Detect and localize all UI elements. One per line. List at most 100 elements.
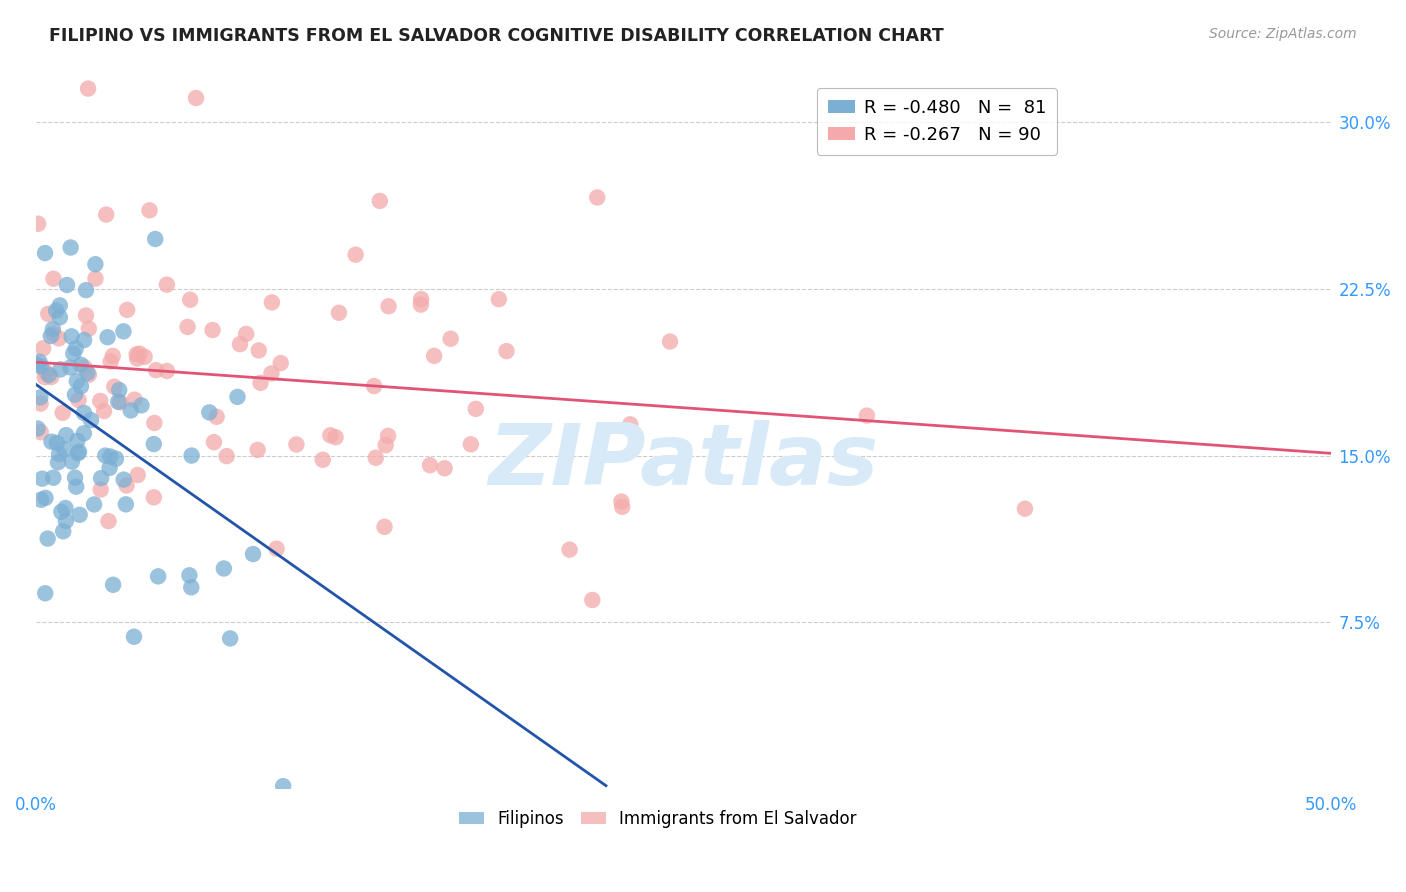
Point (145, 363, 167, 377)
Point (55, 514, 77, 528)
Point (328, 306, 350, 320)
Point (138, 203, 160, 218)
Point (411, 292, 433, 306)
Point (319, 428, 342, 442)
Point (98, 450, 121, 464)
Point (60, 454, 83, 468)
Point (66, 434, 89, 448)
Point (246, 442, 269, 457)
Point (101, 349, 124, 363)
Point (39, 370, 62, 384)
Point (108, 395, 131, 409)
Point (179, 568, 201, 582)
Point (67, 392, 90, 407)
Point (37, 532, 59, 546)
Point (179, 293, 201, 307)
Point (25, 357, 48, 371)
Point (42, 471, 65, 485)
Point (377, 429, 399, 443)
Point (55, 501, 77, 516)
Point (90, 471, 112, 485)
Point (219, 632, 242, 646)
Point (65, 342, 87, 356)
Point (610, 494, 633, 508)
Point (124, 392, 146, 407)
Point (215, 449, 238, 463)
Point (53, 442, 76, 456)
Point (409, 297, 432, 311)
Point (66, 446, 89, 460)
Point (28, 355, 51, 369)
Point (89, 394, 111, 409)
Point (51, 505, 73, 519)
Point (56, 277, 79, 292)
Point (84, 257, 107, 271)
Point (619, 417, 641, 432)
Point (60, 329, 83, 343)
Point (270, 356, 292, 370)
Point (325, 430, 347, 444)
Point (48, 447, 70, 461)
Point (464, 401, 486, 416)
Point (266, 541, 288, 556)
Point (41, 434, 63, 449)
Point (271, 779, 294, 793)
Point (73, 360, 96, 375)
Point (226, 390, 249, 404)
Point (115, 478, 138, 492)
Point (30, 492, 52, 507)
Point (495, 344, 517, 359)
Point (488, 292, 510, 306)
Point (184, 91, 207, 105)
Point (344, 248, 367, 262)
Point (242, 547, 264, 561)
Point (374, 438, 396, 452)
Point (98, 461, 121, 475)
Point (80, 413, 103, 427)
Point (581, 593, 603, 607)
Point (558, 542, 581, 557)
Point (103, 380, 125, 394)
Point (45, 435, 67, 450)
Point (108, 383, 131, 397)
Point (83, 498, 105, 512)
Point (49, 298, 72, 312)
Text: FILIPINO VS IMMIGRANTS FROM EL SALVADOR COGNITIVE DISABILITY CORRELATION CHART: FILIPINO VS IMMIGRANTS FROM EL SALVADOR … (49, 27, 943, 45)
Point (75, 283, 97, 297)
Point (52, 524, 75, 539)
Point (142, 437, 165, 451)
Point (373, 520, 395, 534)
Point (34, 370, 56, 384)
Point (42, 322, 65, 336)
Point (97, 514, 120, 528)
Point (285, 437, 308, 451)
Point (134, 350, 156, 364)
Point (96, 330, 118, 344)
Point (90, 483, 112, 497)
Point (39, 329, 62, 343)
Point (77, 368, 100, 382)
Point (94, 449, 117, 463)
Point (27, 217, 49, 231)
Point (73, 333, 96, 347)
Point (363, 379, 385, 393)
Point (377, 299, 399, 313)
Point (440, 332, 463, 346)
Point (125, 347, 148, 361)
Point (34, 586, 56, 600)
Point (69, 358, 91, 372)
Point (70, 379, 93, 393)
Point (127, 468, 149, 483)
Point (229, 337, 252, 351)
Point (75, 309, 97, 323)
Point (77, 321, 100, 335)
Text: ZIPatlas: ZIPatlas (488, 420, 879, 503)
Point (73, 406, 96, 420)
Legend: Filipinos, Immigrants from El Salvador: Filipinos, Immigrants from El Salvador (453, 803, 863, 834)
Point (612, 500, 634, 514)
Point (249, 376, 271, 390)
Point (42, 271, 65, 285)
Point (856, 409, 879, 423)
Point (112, 473, 135, 487)
Point (67, 444, 90, 458)
